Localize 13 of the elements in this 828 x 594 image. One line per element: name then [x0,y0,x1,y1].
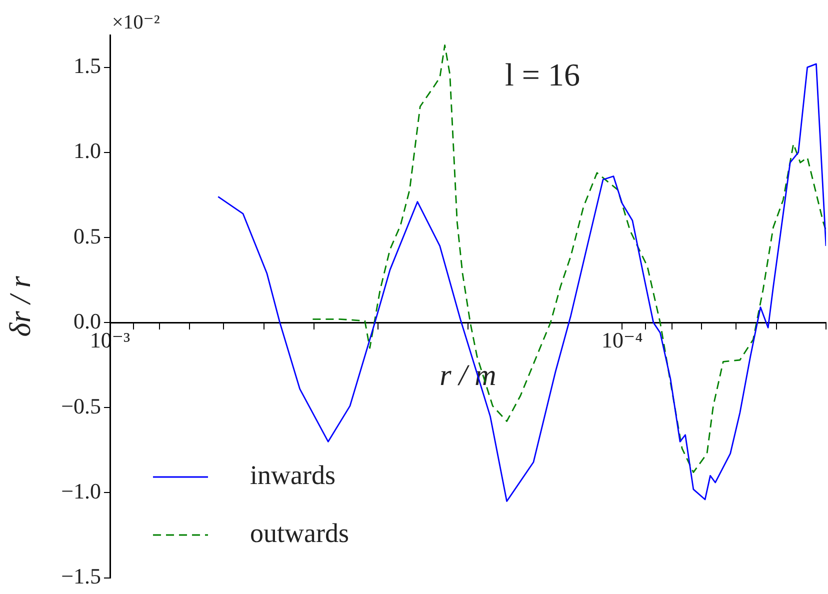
x-tick-label: 10⁻⁴ [602,328,644,353]
y-tick-label: 0.0 [74,308,101,334]
legend-label: outwards [250,518,349,548]
y-tick-label: 1.0 [74,138,101,164]
y-tick-label: −0.5 [61,393,101,418]
y-tick-label: 0.5 [74,223,101,248]
text: ×10⁻² [112,11,160,34]
legend-label: inwards [250,460,336,490]
y-axis-title: δr / r [4,276,37,337]
y-tick-label: −1.5 [61,564,101,589]
y-tick-label: −1.0 [61,478,101,504]
y-tick-label: 1.5 [74,53,101,78]
annotation: l = 16 [505,56,580,92]
